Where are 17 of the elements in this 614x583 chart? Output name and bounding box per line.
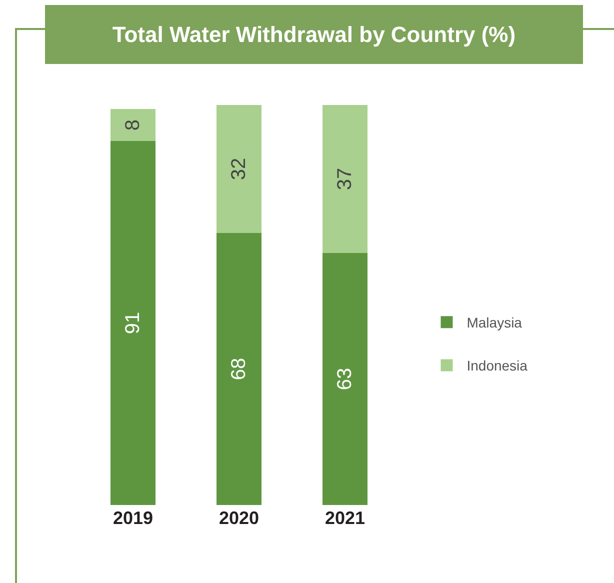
bar	[216, 233, 262, 505]
x-tick-label: 2021	[324, 508, 366, 528]
bar	[322, 253, 368, 505]
bar	[110, 109, 156, 142]
legend-label: Malaysia	[466, 314, 522, 331]
bar	[216, 105, 262, 234]
data-label: 37	[334, 168, 356, 190]
data-label: 91	[122, 312, 144, 334]
bar	[322, 105, 368, 254]
data-label: 8	[122, 119, 144, 131]
bar	[110, 141, 156, 505]
x-tick-label: 2020	[218, 508, 260, 528]
x-tick-label: 2019	[112, 508, 154, 528]
data-label: 63	[334, 368, 356, 390]
legend-label: Indonesia	[466, 358, 528, 374]
data-label: 68	[228, 358, 250, 380]
data-label: 32	[228, 158, 250, 180]
